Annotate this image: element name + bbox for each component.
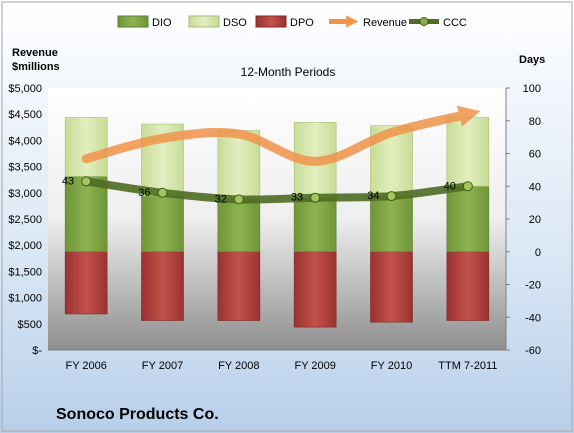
right-tick-label: 40 xyxy=(529,181,541,193)
legend-swatch-dio xyxy=(117,15,149,28)
right-tick-label: -60 xyxy=(525,345,541,357)
bar-dio xyxy=(141,195,184,253)
ccc-point xyxy=(310,192,321,203)
bar-dpo xyxy=(64,251,108,315)
left-tick-label: $3,500 xyxy=(8,162,42,174)
ccc-data-label: 40 xyxy=(444,180,456,192)
legend-swatch-ccc-marker xyxy=(419,17,429,26)
right-tick-label: 100 xyxy=(523,83,541,95)
bar-dso xyxy=(446,117,490,187)
bar-dpo xyxy=(141,251,184,321)
right-tick-label: 20 xyxy=(529,214,541,226)
legend-label-ccc: CCC xyxy=(443,17,467,29)
category-label: FY 2010 xyxy=(371,360,412,372)
left-axis-ticks: $- $500 $1,000 $1,500 $2,000 $2,500 $3,000 $3,5… xyxy=(8,83,42,357)
right-axis-label: Days xyxy=(519,54,545,66)
legend-item-revenue: Revenue xyxy=(329,15,407,29)
bar-dio xyxy=(293,197,337,253)
ccc-point xyxy=(462,181,473,192)
left-tick-label: $1,000 xyxy=(8,293,42,305)
left-tick-label: $1,500 xyxy=(8,266,42,278)
bar-dpo xyxy=(446,251,490,321)
right-tick-label: -40 xyxy=(525,312,541,324)
right-tick-label: 60 xyxy=(529,149,541,161)
bar-dso xyxy=(64,117,108,177)
ccc-point xyxy=(233,194,244,205)
bar-dpo xyxy=(370,251,413,323)
left-tick-label: $2,500 xyxy=(8,214,42,226)
bar-dio xyxy=(64,176,108,253)
category-label: FY 2006 xyxy=(65,360,106,372)
left-tick-label: $5,000 xyxy=(8,83,42,95)
right-axis-ticks: -60 -40 -20 0 20 40 60 80 100 xyxy=(506,83,541,357)
legend-swatch-dso xyxy=(188,15,220,28)
revenue-line xyxy=(81,105,481,166)
ccc-point xyxy=(157,187,168,198)
plot-area xyxy=(48,88,506,350)
legend-label-dso: DSO xyxy=(223,17,247,29)
ccc-layer: 43 36 32 33 34 40 xyxy=(62,175,473,205)
category-label: FY 2009 xyxy=(294,360,335,372)
ccc-data-label: 34 xyxy=(367,190,379,202)
category-label: FY 2007 xyxy=(142,360,183,372)
legend-item-dso: DSO xyxy=(188,15,247,29)
bar-dio xyxy=(446,185,490,253)
bar-dio xyxy=(217,199,261,253)
ccc-data-label: 43 xyxy=(62,175,74,187)
legend: DIO DSO DPO Revenue CCC xyxy=(117,15,467,29)
right-tick-label: -20 xyxy=(525,280,541,292)
company-name: Sonoco Products Co. xyxy=(56,406,219,423)
category-label: TTM 7-2011 xyxy=(438,360,497,372)
ccc-point xyxy=(81,176,92,187)
right-tick-label: 0 xyxy=(535,247,541,259)
left-tick-label: $- xyxy=(32,345,42,357)
ccc-data-label: 32 xyxy=(215,193,227,205)
legend-swatch-dpo xyxy=(255,15,287,28)
ccc-data-label: 36 xyxy=(138,187,150,199)
left-tick-label: $3,000 xyxy=(8,188,42,200)
left-axis-label-line2: $millions xyxy=(12,61,60,73)
right-tick-label: 80 xyxy=(529,116,541,128)
chart-title: 12-Month Periods xyxy=(241,65,336,79)
category-label: FY 2008 xyxy=(218,360,259,372)
legend-item-dio: DIO xyxy=(117,15,172,29)
legend-item-ccc: CCC xyxy=(409,17,467,29)
revenue-layer xyxy=(81,105,481,166)
ccc-point xyxy=(386,191,397,202)
bar-dpo xyxy=(217,251,261,321)
ccc-data-label: 33 xyxy=(291,192,303,204)
left-tick-label: $4,500 xyxy=(8,109,42,121)
legend-label-revenue: Revenue xyxy=(363,17,407,29)
left-tick-label: $500 xyxy=(18,319,42,331)
ccc-line xyxy=(82,177,472,204)
bar-dio xyxy=(370,195,413,253)
left-axis-label-line1: Revenue xyxy=(12,47,58,59)
left-tick-label: $4,000 xyxy=(8,135,42,147)
legend-label-dpo: DPO xyxy=(290,17,314,29)
bar-dpo xyxy=(293,251,337,328)
legend-label-dio: DIO xyxy=(152,17,172,29)
category-labels: FY 2006 FY 2007 FY 2008 FY 2009 FY 2010 TTM 7… xyxy=(65,360,497,372)
legend-item-dpo: DPO xyxy=(255,15,314,29)
left-tick-label: $2,000 xyxy=(8,240,42,252)
